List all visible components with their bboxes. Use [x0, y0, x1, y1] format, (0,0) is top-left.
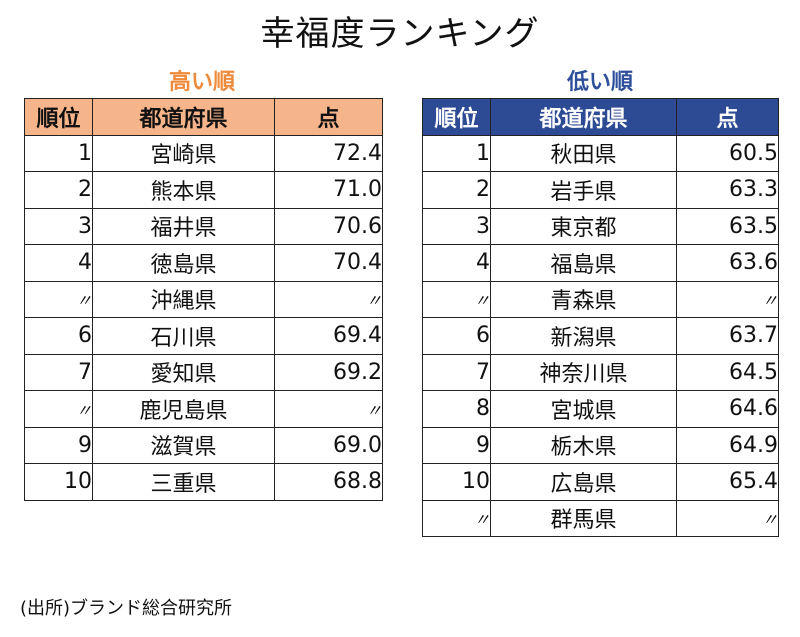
- table-row: 9 滋賀県 69.0: [24, 426, 383, 464]
- table-row: 6 石川県 69.4: [24, 317, 383, 355]
- rank-cell: 6: [422, 317, 491, 355]
- score-cell: 64.9: [676, 426, 779, 464]
- table-row: 10 三重県 68.8: [24, 463, 383, 501]
- rank-cell: 〃: [422, 280, 491, 318]
- table-row: 8 宮城県 64.6: [422, 390, 779, 428]
- prefecture-cell: 鹿児島県: [92, 390, 275, 428]
- prefecture-cell: 愛知県: [92, 353, 275, 391]
- rank-cell: 3: [422, 207, 491, 245]
- score-cell: 〃: [274, 280, 383, 318]
- table-header-row: 順位 都道府県 点: [422, 98, 779, 136]
- table-row: 3 福井県 70.6: [24, 207, 383, 245]
- table-row: 7 神奈川県 64.5: [422, 353, 779, 391]
- score-cell: 63.7: [676, 317, 779, 355]
- rank-header: 順位: [24, 98, 93, 136]
- score-cell: 65.4: [676, 463, 779, 501]
- rank-cell: 1: [24, 134, 93, 172]
- prefecture-cell: 熊本県: [92, 171, 275, 209]
- rank-cell: 10: [422, 463, 491, 501]
- score-cell: 〃: [676, 499, 779, 537]
- rank-cell: 10: [24, 463, 93, 501]
- rank-header: 順位: [422, 98, 491, 136]
- low-ranking-subtitle: 低い順: [566, 70, 633, 95]
- table-row: 4 徳島県 70.4: [24, 244, 383, 282]
- rank-cell: 4: [422, 244, 491, 282]
- table-row: 1 秋田県 60.5: [422, 134, 779, 172]
- table-row: 6 新潟県 63.7: [422, 317, 779, 355]
- score-cell: 70.4: [274, 244, 383, 282]
- score-cell: 63.3: [676, 171, 779, 209]
- prefecture-cell: 宮城県: [490, 390, 677, 428]
- prefecture-cell: 三重県: [92, 463, 275, 501]
- rank-cell: 6: [24, 317, 93, 355]
- low-ranking-table: 順位 都道府県 点 1 秋田県 60.5 2 岩手県 63.3 3 東京都 63.5 4 福島県 63…: [422, 98, 779, 537]
- rank-cell: 7: [422, 353, 491, 391]
- table-header-row: 順位 都道府県 点: [24, 98, 383, 136]
- rank-cell: 2: [24, 171, 93, 209]
- prefecture-header: 都道府県: [92, 98, 275, 136]
- prefecture-cell: 岩手県: [490, 171, 677, 209]
- table-row: 〃鹿児島県〃: [24, 390, 383, 428]
- prefecture-cell: 福島県: [490, 244, 677, 282]
- rank-cell: 1: [422, 134, 491, 172]
- table-row: 〃沖縄県〃: [24, 280, 383, 318]
- score-cell: 64.5: [676, 353, 779, 391]
- rank-cell: 〃: [24, 390, 93, 428]
- score-cell: 72.4: [274, 134, 383, 172]
- source-note: (出所)ブランド総合研究所: [20, 598, 233, 619]
- prefecture-cell: 広島県: [490, 463, 677, 501]
- prefecture-cell: 群馬県: [490, 499, 677, 537]
- rank-cell: 9: [422, 426, 491, 464]
- prefecture-cell: 栃木県: [490, 426, 677, 464]
- high-ranking-subtitle: 高い順: [168, 70, 235, 95]
- rank-cell: 7: [24, 353, 93, 391]
- table-row: 2 岩手県 63.3: [422, 171, 779, 209]
- rank-cell: 8: [422, 390, 491, 428]
- score-cell: 64.6: [676, 390, 779, 428]
- prefecture-cell: 神奈川県: [490, 353, 677, 391]
- prefecture-cell: 滋賀県: [92, 426, 275, 464]
- score-cell: 70.6: [274, 207, 383, 245]
- score-cell: 〃: [676, 280, 779, 318]
- table-row: 2 熊本県 71.0: [24, 171, 383, 209]
- rank-cell: 2: [422, 171, 491, 209]
- score-cell: 69.0: [274, 426, 383, 464]
- prefecture-cell: 秋田県: [490, 134, 677, 172]
- score-cell: 69.2: [274, 353, 383, 391]
- table-row: 7 愛知県 69.2: [24, 353, 383, 391]
- rank-cell: 4: [24, 244, 93, 282]
- score-cell: 63.6: [676, 244, 779, 282]
- prefecture-header: 都道府県: [490, 98, 677, 136]
- prefecture-cell: 宮崎県: [92, 134, 275, 172]
- prefecture-cell: 東京都: [490, 207, 677, 245]
- high-ranking-table: 順位 都道府県 点 1 宮崎県 72.4 2 熊本県 71.0 3 福井県 70.6 4 徳島県 70…: [24, 98, 383, 501]
- score-cell: 71.0: [274, 171, 383, 209]
- table-row: 〃青森県〃: [422, 280, 779, 318]
- table-row: 3 東京都 63.5: [422, 207, 779, 245]
- rank-cell: 3: [24, 207, 93, 245]
- prefecture-cell: 徳島県: [92, 244, 275, 282]
- prefecture-cell: 石川県: [92, 317, 275, 355]
- score-cell: 69.4: [274, 317, 383, 355]
- table-row: 4 福島県 63.6: [422, 244, 779, 282]
- score-cell: 〃: [274, 390, 383, 428]
- prefecture-cell: 福井県: [92, 207, 275, 245]
- table-row: 10 広島県 65.4: [422, 463, 779, 501]
- score-cell: 63.5: [676, 207, 779, 245]
- score-cell: 60.5: [676, 134, 779, 172]
- rank-cell: 〃: [24, 280, 93, 318]
- score-cell: 68.8: [274, 463, 383, 501]
- rank-cell: 〃: [422, 499, 491, 537]
- score-header: 点: [274, 98, 383, 136]
- prefecture-cell: 新潟県: [490, 317, 677, 355]
- table-row: 〃群馬県〃: [422, 499, 779, 537]
- page-title: 幸福度ランキング: [260, 14, 540, 54]
- table-row: 1 宮崎県 72.4: [24, 134, 383, 172]
- table-row: 9 栃木県 64.9: [422, 426, 779, 464]
- prefecture-cell: 青森県: [490, 280, 677, 318]
- score-header: 点: [676, 98, 779, 136]
- rank-cell: 9: [24, 426, 93, 464]
- prefecture-cell: 沖縄県: [92, 280, 275, 318]
